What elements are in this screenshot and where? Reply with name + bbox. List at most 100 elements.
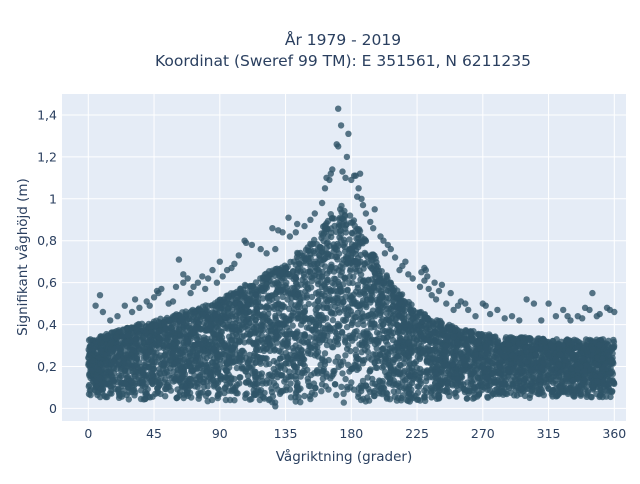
- data-point: [454, 339, 460, 345]
- data-point: [156, 335, 162, 341]
- data-point: [424, 355, 430, 361]
- data-point: [87, 336, 93, 342]
- data-point: [320, 317, 326, 323]
- data-point: [101, 393, 107, 399]
- data-point: [108, 368, 114, 374]
- data-point: [527, 395, 533, 401]
- data-point: [514, 392, 520, 398]
- data-point: [436, 393, 442, 399]
- data-point: [228, 338, 234, 344]
- data-point: [364, 297, 370, 303]
- data-point: [392, 394, 398, 400]
- data-point: [152, 391, 158, 397]
- data-point: [574, 344, 580, 350]
- data-point: [321, 223, 327, 229]
- data-point: [125, 332, 131, 338]
- data-point: [287, 380, 293, 386]
- data-point: [296, 301, 302, 307]
- data-point: [338, 384, 344, 390]
- data-point: [452, 389, 458, 395]
- data-point: [341, 208, 347, 214]
- data-point: [199, 369, 205, 375]
- data-point: [346, 368, 352, 374]
- data-point: [543, 375, 549, 381]
- data-point: [474, 393, 480, 399]
- data-point: [260, 316, 266, 322]
- data-point: [175, 345, 181, 351]
- data-point: [341, 244, 347, 250]
- data-point: [415, 390, 421, 396]
- data-point: [309, 294, 315, 300]
- data-point: [298, 360, 304, 366]
- data-point: [318, 235, 324, 241]
- data-point: [253, 292, 259, 298]
- data-point: [126, 396, 132, 402]
- data-point: [383, 338, 389, 344]
- data-point: [323, 286, 329, 292]
- data-point: [449, 361, 455, 367]
- data-point: [305, 375, 311, 381]
- data-point: [387, 379, 393, 385]
- data-point: [269, 292, 275, 298]
- data-point: [330, 371, 336, 377]
- data-point: [502, 354, 508, 360]
- data-point: [333, 265, 339, 271]
- data-point: [368, 338, 374, 344]
- data-point: [114, 334, 120, 340]
- data-point: [252, 317, 258, 323]
- data-point: [443, 356, 449, 362]
- data-point: [323, 383, 329, 389]
- data-point: [387, 364, 393, 370]
- data-point: [211, 331, 217, 337]
- data-point: [145, 386, 151, 392]
- data-point: [275, 320, 281, 326]
- data-point: [401, 311, 407, 317]
- data-point: [579, 356, 585, 362]
- chart-subtitle: Koordinat (Sweref 99 TM): E 351561, N 62…: [155, 52, 531, 70]
- data-point: [171, 374, 177, 380]
- chart-title: År 1979 - 2019: [285, 30, 401, 49]
- data-point: [295, 251, 301, 257]
- data-point: [154, 385, 160, 391]
- data-point: [352, 228, 358, 234]
- data-point: [412, 369, 418, 375]
- data-point: [301, 393, 307, 399]
- data-point: [314, 261, 320, 267]
- data-point: [136, 345, 142, 351]
- data-point: [610, 337, 616, 343]
- data-point: [491, 377, 497, 383]
- data-point: [604, 387, 610, 393]
- data-point: [611, 380, 617, 386]
- data-point: [342, 376, 348, 382]
- data-point: [122, 368, 128, 374]
- data-point: [214, 393, 220, 399]
- data-point: [369, 380, 375, 386]
- data-point: [271, 306, 277, 312]
- data-point: [212, 311, 218, 317]
- data-point: [247, 352, 253, 358]
- data-point: [588, 394, 594, 400]
- data-point: [273, 333, 279, 339]
- data-point: [258, 326, 264, 332]
- data-point: [136, 321, 142, 327]
- data-point: [196, 305, 202, 311]
- data-point: [193, 327, 199, 333]
- data-point: [403, 387, 409, 393]
- data-point: [358, 349, 364, 355]
- data-point: [306, 325, 312, 331]
- data-point: [348, 322, 354, 328]
- data-point: [378, 385, 384, 391]
- data-point: [312, 385, 318, 391]
- data-point: [421, 312, 427, 318]
- data-point: [291, 259, 297, 265]
- data-point: [511, 345, 517, 351]
- data-point: [293, 376, 299, 382]
- data-point: [485, 351, 491, 357]
- data-point: [278, 389, 284, 395]
- data-point: [305, 339, 311, 345]
- data-point: [187, 390, 193, 396]
- data-point: [330, 241, 336, 247]
- data-point: [209, 397, 215, 403]
- data-point: [311, 370, 317, 376]
